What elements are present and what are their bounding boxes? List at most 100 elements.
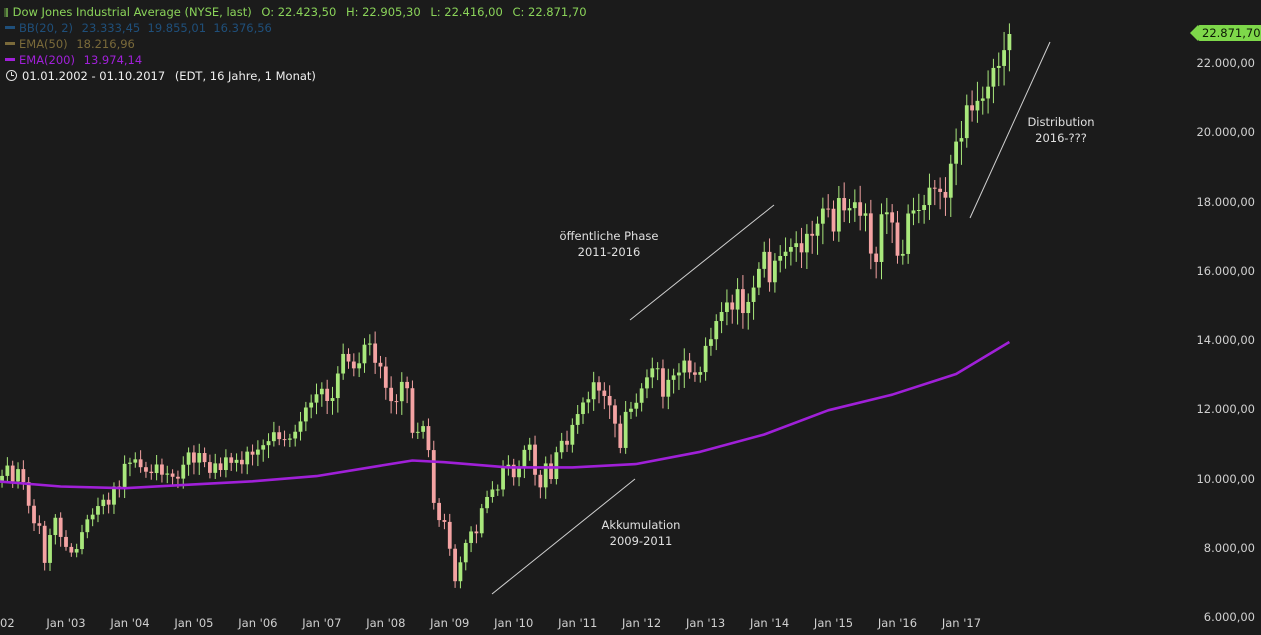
candle-body [255, 449, 260, 455]
candle-body [682, 360, 687, 373]
y-tick-label: 14.000,00 [1196, 333, 1255, 348]
x-tick-label: Jan '09 [430, 616, 470, 630]
x-tick-label: Jan '05 [174, 616, 214, 630]
candle-body [1002, 50, 1006, 66]
candle-body [485, 496, 489, 509]
candle-body [490, 489, 495, 497]
candle-body [639, 388, 644, 403]
candle-body [383, 366, 388, 388]
public-phase-annotation: öffentliche Phase 2011-2016 [560, 228, 659, 260]
y-tick-label: 12.000,00 [1196, 402, 1255, 417]
candle-body [474, 531, 479, 534]
candle-body [980, 98, 985, 101]
candle-body [746, 301, 751, 314]
candle-body [554, 452, 559, 480]
candle-body [389, 387, 394, 402]
candle-body [112, 486, 116, 505]
ema200-legend[interactable]: EMA(200) 13.974,14 [4, 52, 142, 68]
ema50-label: EMA(50) [19, 37, 68, 51]
candle-body [405, 381, 410, 389]
x-tick-label: Jan '04 [110, 616, 150, 630]
y-tick-label: 18.000,00 [1196, 194, 1255, 209]
candle-body [895, 222, 900, 256]
candle-body [511, 464, 516, 478]
candle-body [879, 214, 884, 262]
candle-body [591, 382, 596, 400]
candle-body [293, 431, 298, 439]
candle-body [64, 536, 68, 547]
candle-body [26, 482, 31, 506]
candle-body [149, 471, 154, 474]
ema200-label: EMA(200) [19, 53, 75, 67]
candle-body [741, 289, 745, 314]
candle-body [975, 100, 980, 111]
candle-body [213, 463, 218, 473]
candle-body [735, 289, 740, 310]
candles [0, 23, 1012, 589]
ema50-legend[interactable]: EMA(50) 18.216,96 [4, 36, 135, 52]
x-tick-label: Jan '06 [238, 616, 278, 630]
candle-body [357, 363, 362, 369]
candle-body [927, 187, 932, 206]
distribution-period: 2016-??? [1035, 131, 1087, 145]
candle-body [954, 141, 959, 164]
date-range: 01.01.2002 - 01.10.2017 (EDT, 16 Jahre, … [4, 68, 316, 84]
candle-body [959, 138, 964, 142]
candle-body [42, 525, 47, 563]
candle-body [74, 549, 79, 553]
date-range-info: (EDT, 16 Jahre, 1 Monat) [174, 69, 316, 83]
candle-body [362, 344, 367, 364]
bb-legend[interactable]: BB(20, 2) 23.333,45 19.855,01 16.376,56 [4, 20, 272, 36]
candle-body [948, 163, 953, 198]
date-range-text: 01.01.2002 - 01.10.2017 [22, 69, 166, 83]
candle-body [911, 210, 916, 214]
candle-body [0, 475, 4, 483]
candle-body [192, 452, 196, 463]
candle-body [666, 379, 671, 397]
candle-body [847, 208, 852, 211]
candle-body [261, 445, 266, 450]
candle-body [245, 451, 250, 465]
candle-body [37, 523, 42, 526]
distribution-title: Distribution [1027, 115, 1095, 129]
candle-body [309, 402, 314, 408]
candle-body [277, 432, 282, 440]
x-tick-label: Jan '17 [941, 616, 982, 630]
candle-body [836, 198, 841, 232]
candle-body [501, 467, 505, 490]
candle-body [650, 368, 655, 378]
candle-body [804, 233, 809, 253]
candle-body [986, 86, 990, 99]
candle-body [863, 213, 868, 216]
ema200-color-swatch [5, 58, 15, 61]
candle-body [991, 67, 996, 87]
candle-body [53, 517, 58, 536]
candle-body [938, 188, 943, 192]
candle-body [810, 233, 815, 236]
candle-body [287, 438, 292, 440]
candle-body [661, 368, 665, 397]
candle-body [373, 343, 378, 363]
y-tick-label: 10.000,00 [1196, 471, 1255, 486]
close-value: C: 22.871,70 [512, 5, 587, 19]
last-price-badge: 22.871,70 [1190, 25, 1261, 41]
high-value: H: 22.905,30 [345, 5, 421, 19]
accumulation-period: 2009-2011 [609, 534, 673, 548]
candle-body [820, 208, 825, 224]
candle-body [10, 465, 15, 482]
candle-body [607, 395, 612, 406]
candle-body [271, 432, 276, 442]
candle-body [996, 65, 1001, 68]
instrument-name: Dow Jones Industrial Average (NYSE, last… [12, 5, 252, 19]
y-tick-label: 8.000,00 [1203, 540, 1255, 555]
candle-body [677, 372, 681, 376]
y-tick-label: 22.000,00 [1196, 56, 1255, 71]
candle-body [693, 372, 697, 375]
public-phase-trend-line [629, 204, 775, 321]
candle-body [794, 243, 799, 248]
candle-body [538, 474, 543, 488]
x-tick-label: Jan '08 [366, 616, 406, 630]
accumulation-title: Akkumulation [601, 518, 681, 532]
accumulation-trend-line [491, 478, 636, 595]
